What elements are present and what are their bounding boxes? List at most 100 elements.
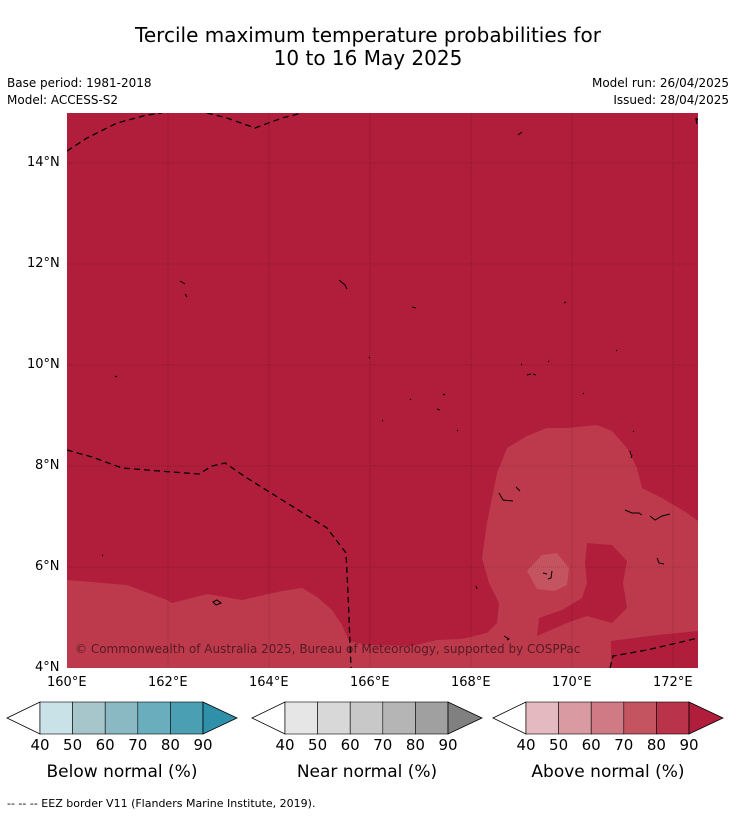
lat-label-8n: 8°N [35,458,60,473]
lat-label-14n: 14°N [27,155,60,170]
lon-label-164e: 164°E [249,675,289,690]
lon-label-160e: 160°E [47,675,87,690]
island [184,293,188,298]
lat-label-10n: 10°N [27,357,60,372]
colorbar-swatch [39,701,73,735]
colorbar-tick-label: 60 [581,736,601,754]
map-above-normal-70-patch [527,553,569,591]
colorbar-swatch [284,701,318,735]
map-above-normal-90-patch-southeast [537,543,627,636]
colorbar-tick-label: 50 [63,736,83,754]
eez-border-northeast [695,117,698,126]
island [656,557,665,565]
colorbar-label-above-normal: Above normal (%) [531,762,685,782]
island [368,356,371,359]
island [503,635,511,641]
lon-label-170e: 170°E [552,675,592,690]
colorbar-swatch [137,701,171,735]
island [411,306,417,309]
eez-border-west [67,449,352,668]
colorbar-label-near-normal: Near normal (%) [296,762,438,782]
island [563,301,567,304]
colorbar-swatch [104,701,139,735]
colorbar-tick-label: 40 [275,736,295,754]
colorbar-tick-label: 60 [95,736,115,754]
copyright-notice: © Commonwealth of Australia 2025, Bureau… [75,642,580,656]
island [179,280,186,285]
island [542,570,553,580]
colorbar-extension-high [688,701,724,735]
colorbar-swatch [415,701,449,735]
colorbar-tick-label: 70 [614,736,634,754]
colorbar-label-below-normal: Below normal (%) [46,762,198,782]
colorbar-swatch [349,701,384,735]
island [695,117,698,121]
eez-border-north [67,113,303,152]
colorbar-near-normal [251,701,483,735]
island [436,393,446,411]
colorbar-swatch [525,701,559,735]
colorbar-swatch [590,701,625,735]
island [475,585,478,590]
colorbar-swatch [170,701,204,735]
island [381,419,384,422]
lon-label-172e: 172°E [653,675,693,690]
colorbar-tick-label: 50 [549,736,569,754]
lat-label-4n: 4°N [35,660,60,675]
island [615,349,618,352]
colorbar-tick-label: 40 [30,736,50,754]
colorbar-swatch [382,701,416,735]
lat-label-12n: 12°N [27,256,60,271]
island [520,360,550,376]
colorbar-swatch [317,701,351,735]
colorbar-tick-label: 60 [340,736,360,754]
island [629,430,635,459]
lon-label-168e: 168°E [451,675,491,690]
lon-label-162e: 162°E [148,675,188,690]
island [624,509,671,521]
island [409,398,412,401]
colorbar-tick-label: 90 [438,736,458,754]
colorbar-swatch [558,701,592,735]
colorbar-above-normal [492,701,724,735]
eez-footnote: -- -- -- EEZ border V11 (Flanders Marine… [7,797,316,810]
island [456,429,459,432]
colorbar-swatch [623,701,657,735]
island [101,554,104,557]
colorbar-tick-label: 80 [646,736,666,754]
colorbar-tick-label: 90 [193,736,213,754]
colorbar-swatch [656,701,690,735]
island [212,599,223,606]
island [582,392,585,395]
colorbar-tick-label: 80 [405,736,425,754]
colorbar-extension-high [447,701,483,735]
island [338,279,348,290]
lat-label-6n: 6°N [35,559,60,574]
eez-border-southeast [609,637,698,668]
chart-title-line-1: Tercile maximum temperature probabilitie… [135,23,601,47]
colorbar-tick-label: 50 [308,736,328,754]
colorbar-extension-low [6,701,41,735]
forecast-map: © Commonwealth of Australia 2025, Bureau… [67,113,698,668]
base-period: Base period: 1981-2018 [7,76,152,90]
model-run-date: Model run: 26/04/2025 [591,76,729,90]
chart-title-line-2: 10 to 16 May 2025 [273,46,463,70]
colorbar-tick-label: 70 [373,736,393,754]
model-name: Model: ACCESS-S2 [7,93,119,107]
island [114,375,118,378]
map-above-normal-80-region-southwest [67,425,698,668]
issued-date: Issued: 28/04/2025 [613,93,729,107]
map-above-normal-90-patch-bottom [611,631,698,668]
island [498,486,521,502]
colorbar-extension-low [492,701,527,735]
colorbar-tick-label: 70 [128,736,148,754]
colorbar-tick-label: 40 [516,736,536,754]
colorbar-extension-high [202,701,238,735]
colorbar-tick-label: 80 [160,736,180,754]
colorbar-tick-label: 90 [679,736,699,754]
lon-label-166e: 166°E [350,675,390,690]
colorbar-swatch [72,701,106,735]
colorbar-below-normal [6,701,238,735]
colorbar-extension-low [251,701,286,735]
island [517,131,523,136]
